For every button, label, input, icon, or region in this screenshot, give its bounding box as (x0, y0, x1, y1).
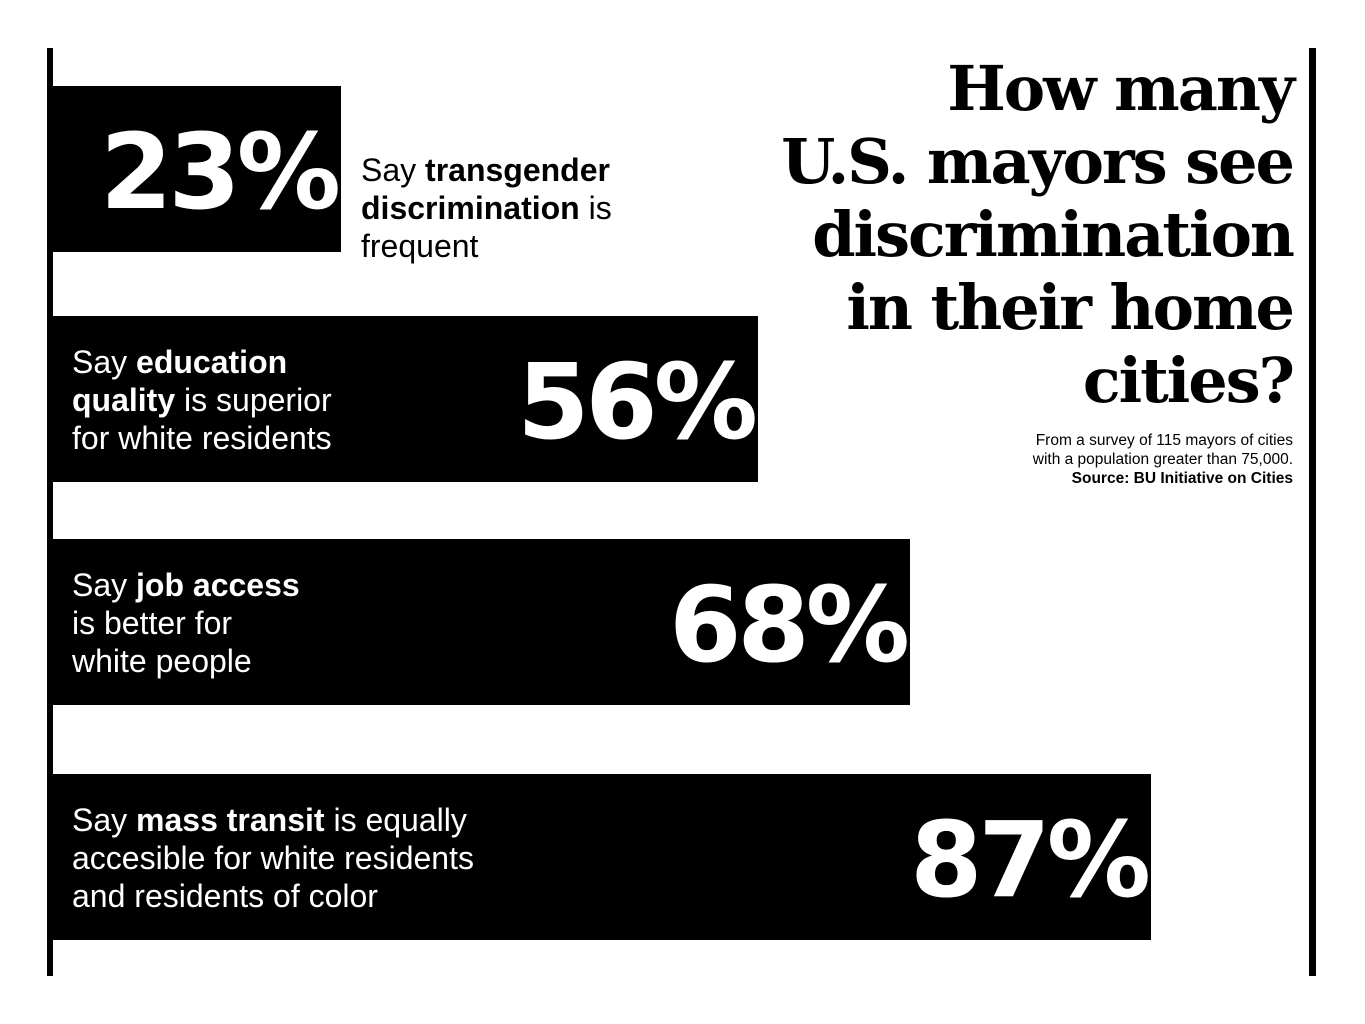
bar (50, 774, 1151, 940)
bar-description-line: accesible for white residents (72, 840, 474, 876)
bar-value-label: 68% (669, 564, 907, 686)
bar-description-line: Say education (72, 344, 287, 380)
bar-value-label: 56% (517, 341, 755, 463)
note-line: with a population greater than 75,000. (1032, 451, 1293, 468)
right-border-line (1309, 48, 1316, 976)
left-axis-line (47, 48, 53, 976)
bar (50, 539, 910, 705)
bar-description-line: frequent (361, 228, 479, 264)
bar-description-line: is better for (72, 605, 232, 641)
source-label: Source: BU Initiative on Cities (1071, 470, 1293, 487)
title-line: U.S. mayors see (781, 125, 1295, 198)
chart-title: How many U.S. mayors see discrimination … (733, 52, 1295, 417)
bar-description-line: white people (71, 643, 252, 679)
bar-description-line: discrimination is (361, 190, 612, 226)
title-line: cities? (1082, 344, 1295, 417)
note-line: From a survey of 115 mayors of cities (1035, 432, 1293, 449)
bar-description-line: for white residents (72, 420, 332, 456)
title-line: How many (947, 52, 1295, 125)
bar (50, 86, 341, 252)
bar-value-label: 23% (100, 111, 338, 233)
bar-description-line: quality is superior (72, 382, 332, 418)
bar (50, 316, 758, 482)
bar-description-line: Say mass transit is equally (72, 802, 467, 838)
bar-description-line: and residents of color (72, 878, 378, 914)
bar-value-label: 87% (910, 799, 1148, 921)
bar-description-line: Say transgender (361, 152, 610, 188)
title-line: discrimination (812, 198, 1295, 271)
survey-note: From a survey of 115 mayors of cities wi… (833, 431, 1293, 488)
title-line: in their home (846, 271, 1295, 344)
bar-description-line: Say job access (72, 567, 300, 603)
